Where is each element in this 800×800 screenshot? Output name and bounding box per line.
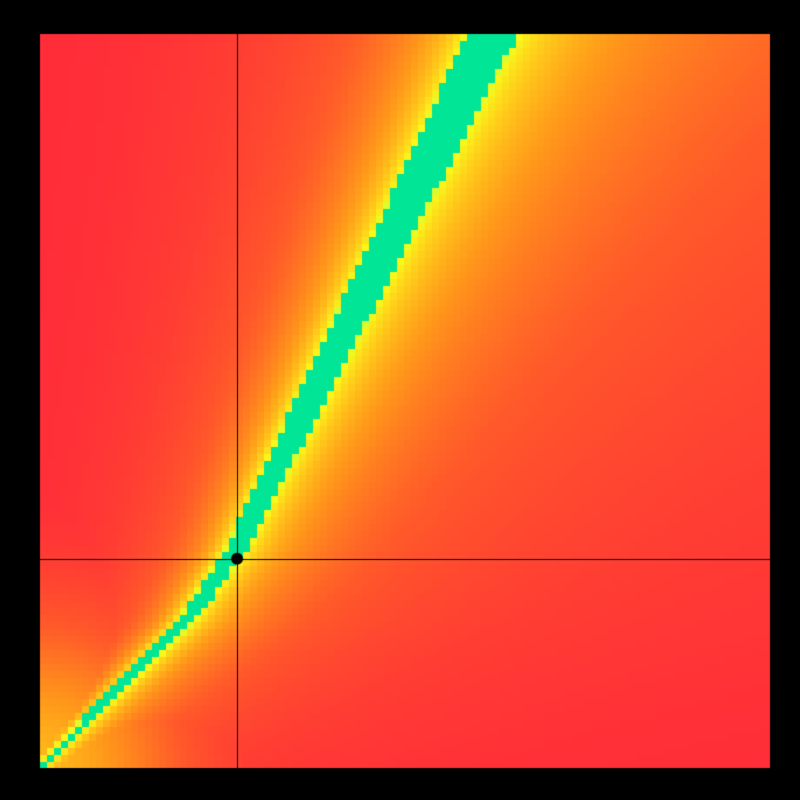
bottleneck-heatmap (0, 0, 800, 800)
